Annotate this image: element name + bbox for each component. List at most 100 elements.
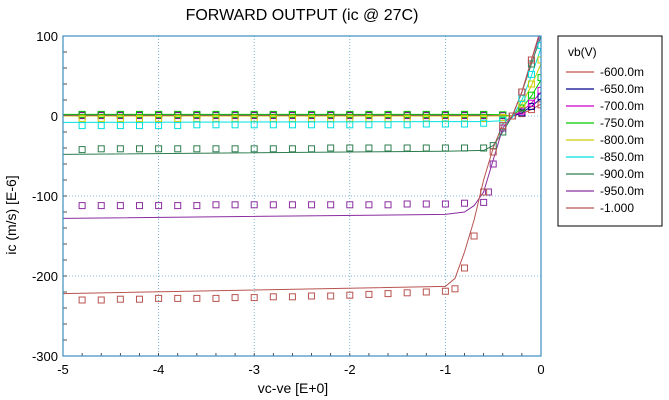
legend-label: -650.0m bbox=[600, 82, 644, 96]
legend-box bbox=[557, 35, 663, 227]
data-point-marker bbox=[480, 114, 488, 122]
data-point-marker bbox=[308, 110, 316, 118]
data-point-marker bbox=[97, 110, 105, 118]
legend-label: -850.0m bbox=[600, 150, 644, 164]
data-point-marker bbox=[480, 198, 488, 206]
data-point-marker bbox=[499, 122, 507, 130]
data-point-marker bbox=[403, 289, 411, 297]
data-point-marker bbox=[250, 121, 258, 129]
data-point-marker bbox=[78, 110, 86, 118]
data-point-marker bbox=[527, 70, 535, 78]
data-point-marker bbox=[527, 60, 535, 68]
data-point-marker bbox=[193, 121, 201, 129]
data-point-marker bbox=[212, 145, 220, 153]
data-point-marker bbox=[470, 232, 478, 240]
data-point-marker bbox=[518, 104, 526, 112]
data-point-marker bbox=[212, 110, 220, 118]
data-point-marker bbox=[441, 200, 449, 208]
data-point-marker bbox=[461, 120, 469, 128]
data-point-marker bbox=[97, 296, 105, 304]
data-point-marker bbox=[441, 120, 449, 128]
data-point-marker bbox=[403, 144, 411, 152]
data-point-marker bbox=[441, 144, 449, 152]
series-line bbox=[63, 36, 541, 155]
y-tick-label: -100 bbox=[32, 189, 58, 204]
data-point-marker bbox=[484, 188, 492, 196]
data-point-marker bbox=[288, 201, 296, 209]
data-point-marker bbox=[327, 292, 335, 300]
data-point-marker bbox=[116, 145, 124, 153]
data-point-marker bbox=[193, 110, 201, 118]
data-point-marker bbox=[250, 145, 258, 153]
data-point-marker bbox=[384, 290, 392, 298]
data-point-marker bbox=[116, 114, 124, 122]
data-point-marker bbox=[155, 294, 163, 302]
data-point-marker bbox=[441, 287, 449, 295]
data-point-marker bbox=[480, 144, 488, 152]
y-tick-label: -200 bbox=[32, 269, 58, 284]
data-point-marker bbox=[480, 188, 488, 196]
data-point-marker bbox=[288, 110, 296, 118]
x-tick-label: -4 bbox=[153, 362, 165, 377]
data-point-marker bbox=[155, 122, 163, 130]
data-point-marker bbox=[269, 201, 277, 209]
data-point-marker bbox=[193, 202, 201, 210]
data-point-marker bbox=[508, 112, 516, 120]
legend-label: -1.000 bbox=[600, 201, 634, 215]
data-point-marker bbox=[116, 110, 124, 118]
data-point-marker bbox=[135, 110, 143, 118]
data-point-marker bbox=[384, 121, 392, 129]
data-point-marker bbox=[269, 121, 277, 129]
data-point-marker bbox=[135, 122, 143, 130]
data-point-marker bbox=[527, 99, 535, 107]
data-point-marker bbox=[269, 110, 277, 118]
data-point-marker bbox=[135, 295, 143, 303]
data-point-marker bbox=[269, 293, 277, 301]
data-point-marker bbox=[231, 201, 239, 209]
data-point-marker bbox=[327, 121, 335, 129]
data-point-marker bbox=[116, 122, 124, 130]
data-point-marker bbox=[384, 110, 392, 118]
legend-label: -950.0m bbox=[600, 184, 644, 198]
data-point-marker bbox=[422, 288, 430, 296]
data-point-marker bbox=[422, 144, 430, 152]
data-point-marker bbox=[212, 294, 220, 302]
data-point-marker bbox=[480, 110, 488, 118]
data-point-marker bbox=[403, 200, 411, 208]
data-point-marker bbox=[193, 294, 201, 302]
legend-label: -750.0m bbox=[600, 116, 644, 130]
plot-frame bbox=[62, 35, 542, 357]
data-point-marker bbox=[461, 144, 469, 152]
series-group bbox=[63, 36, 541, 304]
series-line bbox=[63, 98, 541, 117]
data-point-marker bbox=[155, 202, 163, 210]
series-line bbox=[63, 79, 541, 117]
data-point-marker bbox=[135, 114, 143, 122]
data-point-marker bbox=[365, 121, 373, 129]
data-point-marker bbox=[527, 91, 535, 99]
data-point-marker bbox=[403, 121, 411, 129]
data-point-marker bbox=[422, 200, 430, 208]
x-tick-label: -2 bbox=[344, 362, 356, 377]
data-point-marker bbox=[327, 201, 335, 209]
data-point-marker bbox=[116, 202, 124, 210]
data-point-marker bbox=[231, 294, 239, 302]
data-point-marker bbox=[527, 56, 535, 64]
data-point-marker bbox=[422, 120, 430, 128]
series-line bbox=[63, 91, 541, 117]
data-point-marker bbox=[384, 201, 392, 209]
data-point-marker bbox=[537, 74, 541, 82]
data-point-marker bbox=[97, 145, 105, 153]
data-point-marker bbox=[212, 201, 220, 209]
data-point-marker bbox=[174, 122, 182, 130]
series-line bbox=[63, 47, 541, 123]
data-point-marker bbox=[97, 122, 105, 130]
data-point-marker bbox=[461, 110, 469, 118]
data-point-marker bbox=[97, 114, 105, 122]
data-point-marker bbox=[250, 294, 258, 302]
data-point-marker bbox=[346, 110, 354, 118]
x-axis-title: vc-ve [E+0] bbox=[258, 380, 328, 396]
data-point-marker bbox=[537, 101, 541, 109]
data-point-marker bbox=[489, 148, 497, 156]
